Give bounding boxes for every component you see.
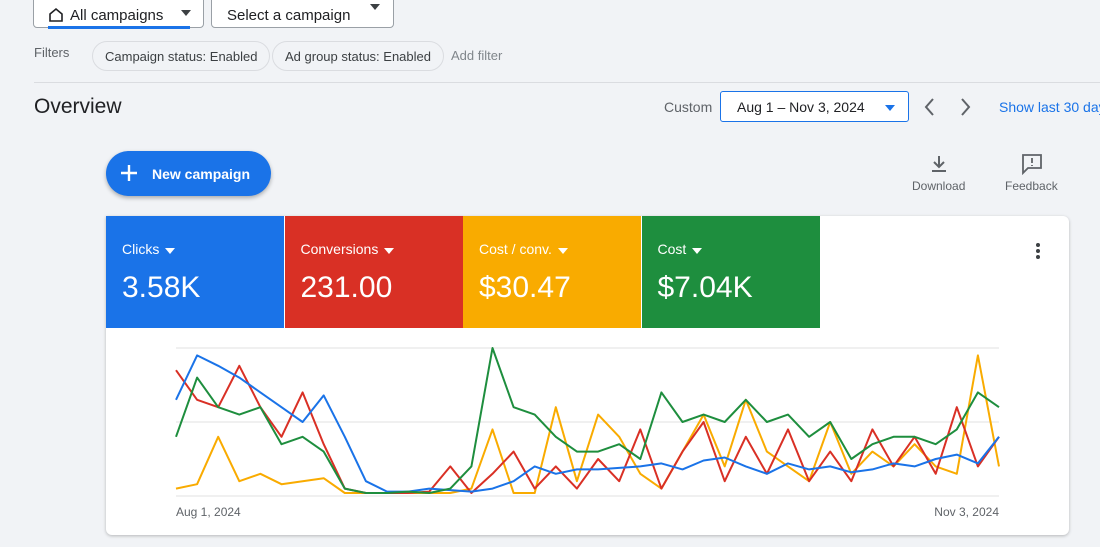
metric-tile[interactable]: Clicks 3.58K [106, 216, 284, 328]
select-underline [48, 26, 190, 29]
view-value: All campaigns [70, 7, 164, 24]
metric-name: Conversions [301, 241, 395, 257]
feedback-icon[interactable] [1021, 153, 1043, 175]
add-filter[interactable]: Add filter [451, 48, 503, 63]
plus-icon [121, 165, 137, 181]
range-mode: Custom [664, 99, 713, 115]
x-tick-label: Aug 1, 2024 [176, 505, 241, 519]
filter-chip[interactable]: Campaign status: Enabled [92, 41, 271, 71]
x-tick-label: Nov 3, 2024 [934, 505, 999, 519]
metric-tile[interactable]: Cost / conv. $30.47 [463, 216, 641, 328]
home-icon [49, 7, 63, 22]
divider [34, 82, 1100, 83]
campaign-value: Select a campaign [227, 7, 351, 24]
new-campaign-label: New campaign [152, 166, 251, 182]
date-range: Aug 1 – Nov 3, 2024 [737, 99, 865, 115]
series-line [175, 354, 1000, 493]
metric-name: Cost [658, 241, 703, 257]
metric-value: $7.04K [657, 271, 753, 304]
series-line [175, 354, 1000, 494]
metric-name: Clicks [122, 241, 176, 257]
metric-tile[interactable]: Conversions 231.00 [284, 216, 463, 328]
metric-value: 3.58K [122, 271, 201, 304]
more-menu[interactable] [1030, 242, 1046, 262]
dropdown-arrow [692, 248, 703, 254]
dropdown-arrow [384, 248, 395, 254]
dropdown-arrow [557, 248, 568, 254]
filter-chip[interactable]: Ad group status: Enabled [272, 41, 444, 71]
metric-name: Cost / conv. [479, 241, 568, 257]
view-select[interactable]: All campaigns [33, 0, 204, 29]
overview-title: Overview [34, 95, 122, 118]
metric-value: $30.47 [479, 271, 571, 304]
filters-label: Filters [34, 45, 70, 60]
dropdown-arrow [885, 105, 895, 111]
show-last-link[interactable]: Show last 30 days [999, 99, 1100, 115]
campaign-select[interactable]: Select a campaign [211, 0, 394, 28]
date-nav[interactable] [920, 96, 980, 118]
date-picker[interactable]: Aug 1 – Nov 3, 2024 [720, 91, 909, 122]
dropdown-arrow [181, 10, 191, 16]
download-label[interactable]: Download [912, 179, 966, 193]
feedback-label[interactable]: Feedback [1005, 179, 1058, 193]
new-campaign-button[interactable]: New campaign [106, 151, 271, 196]
download-icon[interactable] [929, 154, 949, 174]
series-line [175, 364, 1000, 494]
dropdown-arrow [165, 248, 176, 254]
dropdown-arrow [370, 4, 380, 10]
metric-tile[interactable]: Cost $7.04K [641, 216, 820, 328]
series-line [175, 347, 1000, 494]
metric-value: 231.00 [300, 271, 393, 304]
